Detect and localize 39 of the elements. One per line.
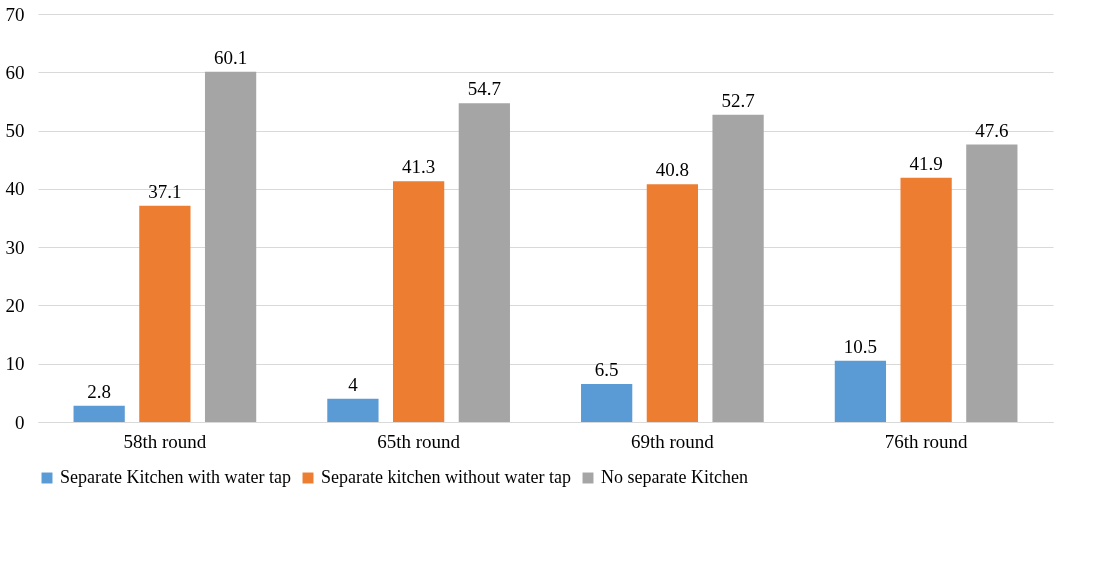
data-label: 52.7 — [721, 89, 755, 111]
bar — [834, 360, 887, 422]
data-label: 54.7 — [467, 78, 501, 100]
y-tick-label: 0 — [15, 411, 25, 433]
y-tick-label: 10 — [5, 353, 25, 375]
data-label: 60.1 — [213, 46, 248, 68]
data-label: 10.5 — [843, 335, 878, 357]
bar — [73, 405, 125, 422]
data-label: 37.1 — [148, 180, 182, 202]
bar — [204, 71, 257, 422]
data-label: 4 — [348, 373, 359, 395]
bar — [966, 144, 1018, 422]
y-tick-label: 20 — [5, 294, 25, 316]
y-tick-label: 60 — [5, 61, 25, 83]
bar — [900, 177, 952, 422]
bar — [712, 114, 764, 422]
y-tick-label: 40 — [5, 178, 25, 200]
x-tick-label: 69th round — [630, 430, 715, 452]
x-tick-label: 65th round — [377, 430, 461, 452]
data-label: 2.8 — [87, 380, 112, 402]
y-tick-label: 30 — [5, 236, 25, 258]
bar — [646, 184, 699, 422]
data-label: 41.9 — [909, 152, 943, 174]
bar — [458, 103, 510, 422]
data-label: 6.5 — [594, 359, 619, 381]
x-tick-label: 76th round — [884, 430, 969, 452]
bar — [581, 384, 633, 422]
x-tick-label: 58th round — [123, 430, 207, 452]
bar — [139, 205, 191, 422]
y-tick-label: 70 — [5, 3, 25, 25]
legend-label: Separate kitchen without water tap — [321, 467, 571, 487]
bar — [392, 181, 445, 422]
bar — [327, 398, 379, 422]
legend-label: Separate Kitchen with water tap — [60, 467, 291, 487]
data-label: 47.6 — [975, 119, 1009, 141]
data-label: 41.3 — [402, 156, 436, 178]
y-tick-label: 50 — [5, 120, 25, 142]
data-label: 40.8 — [655, 159, 689, 181]
legend-label: No separate Kitchen — [601, 467, 748, 487]
